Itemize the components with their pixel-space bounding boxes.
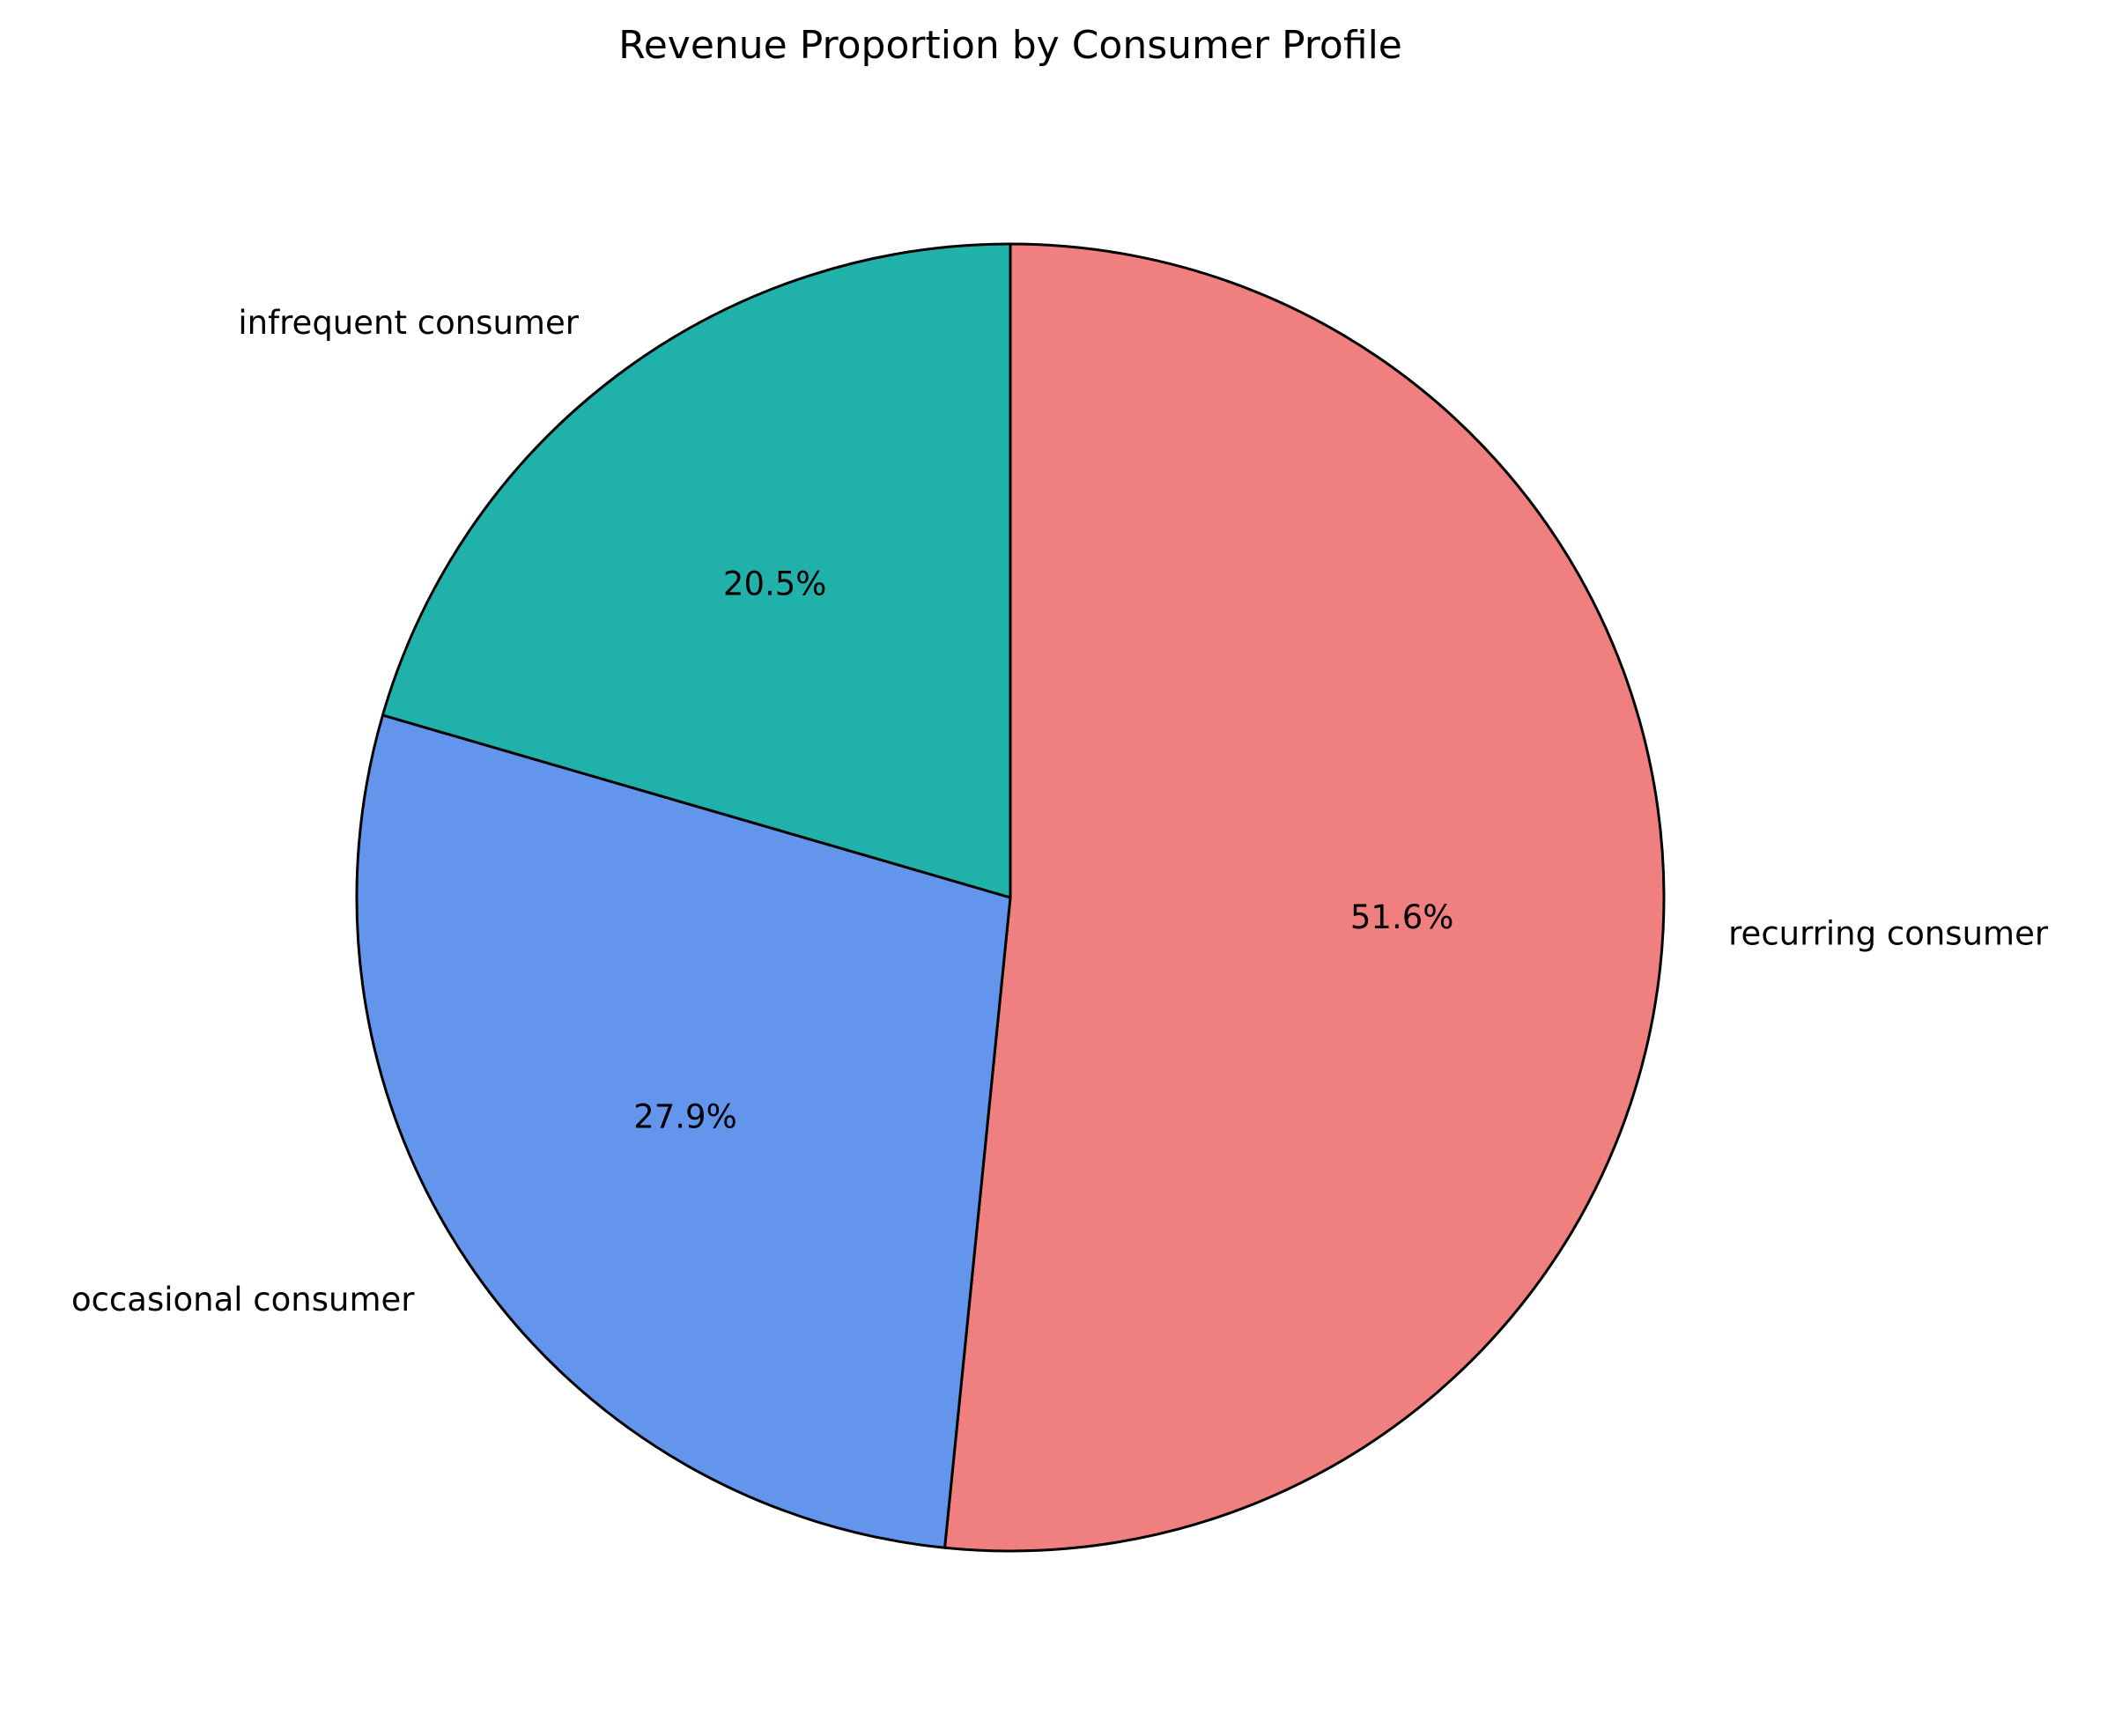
pie-labels: recurring consumer 51.6% occasional consum… (71, 304, 2049, 1319)
slice-pct-occasional-consumer: 27.9% (633, 1098, 737, 1136)
pie-slices (355, 242, 1666, 1553)
pie-slice-recurring-consumer (943, 242, 1666, 1553)
pie-slice-infrequent-consumer (381, 242, 1012, 899)
slice-pct-infrequent-consumer: 20.5% (723, 565, 827, 602)
slice-label-infrequent-consumer: infrequent consumer (238, 304, 579, 342)
slice-label-occasional-consumer: occasional consumer (71, 1281, 415, 1319)
slice-label-recurring-consumer: recurring consumer (1728, 915, 2049, 953)
chart-title: Revenue Proportion by Consumer Profile (618, 23, 1402, 68)
pie-slice-occasional-consumer (355, 713, 1012, 1549)
slice-pct-recurring-consumer: 51.6% (1350, 898, 1454, 936)
